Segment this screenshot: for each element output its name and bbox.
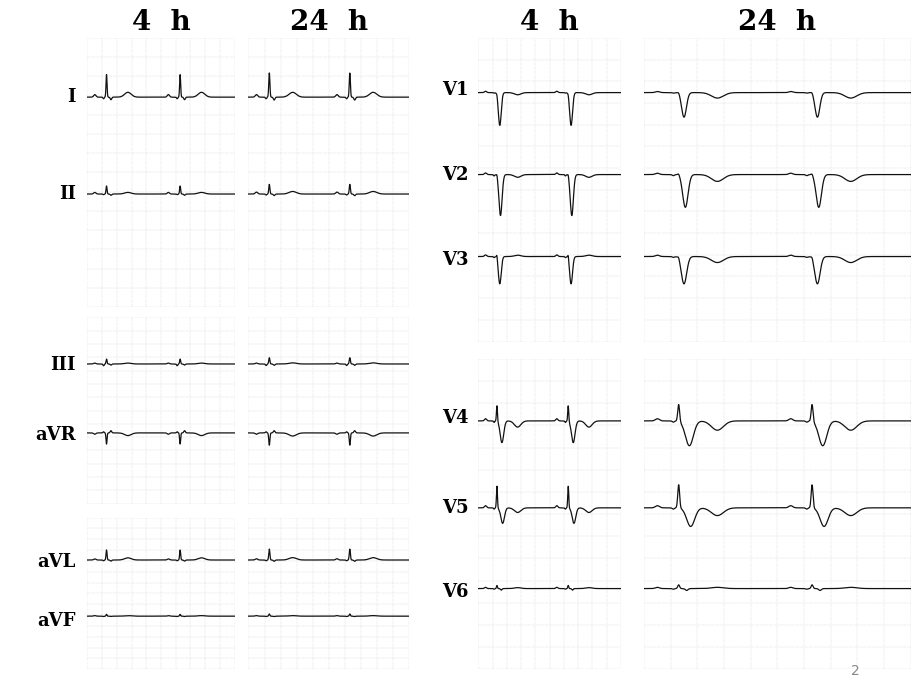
Text: aVF: aVF bbox=[38, 612, 75, 630]
Text: aVL: aVL bbox=[38, 553, 75, 571]
Text: V6: V6 bbox=[442, 582, 469, 601]
Text: I: I bbox=[67, 88, 75, 106]
Text: III: III bbox=[51, 356, 75, 374]
Text: aVR: aVR bbox=[35, 426, 75, 444]
Text: V1: V1 bbox=[442, 81, 469, 99]
Text: 24  h: 24 h bbox=[738, 9, 815, 36]
Text: V2: V2 bbox=[442, 166, 469, 184]
Text: II: II bbox=[59, 185, 75, 203]
Text: V3: V3 bbox=[442, 250, 469, 268]
Text: 24  h: 24 h bbox=[289, 9, 368, 36]
Text: 4  h: 4 h bbox=[520, 9, 578, 36]
Text: V4: V4 bbox=[442, 408, 469, 427]
Text: 2: 2 bbox=[850, 664, 859, 678]
Text: 4  h: 4 h bbox=[131, 9, 190, 36]
Text: V5: V5 bbox=[442, 499, 469, 517]
